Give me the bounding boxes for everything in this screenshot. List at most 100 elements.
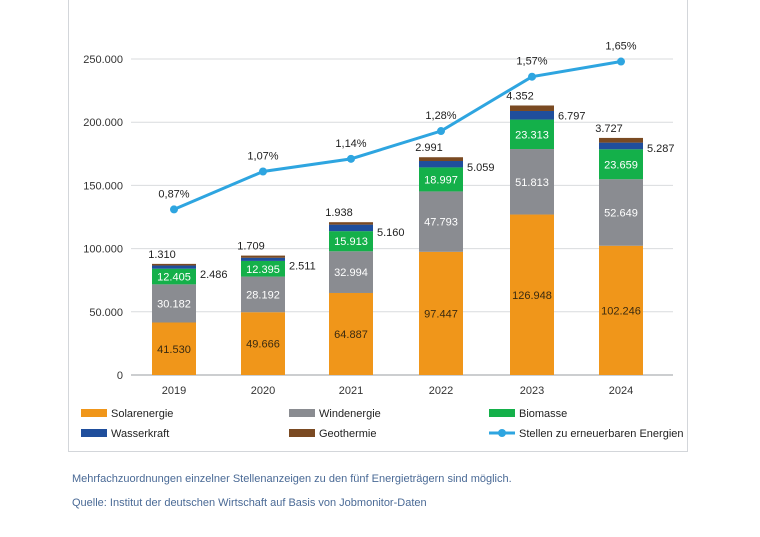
data-label-wasserkraft: 6.797 [558,110,586,122]
legend-swatch [289,409,315,417]
y-tick-label: 250.000 [83,54,123,66]
legend-label: Windenergie [319,408,381,420]
data-label-biomasse: 23.313 [515,129,549,141]
data-label-windenergie: 47.793 [424,217,458,229]
data-label-wasserkraft: 5.287 [647,143,675,155]
x-tick-label: 2020 [251,385,275,397]
data-label-geothermie: 2.991 [415,142,443,154]
bar-segment-wasserkraft [419,161,463,168]
data-label-solarenergie: 41.530 [157,344,191,356]
bar-segment-biomasse [241,260,285,277]
line-point [617,57,625,66]
bar-segment-windenergie [599,179,643,246]
bar-segment-geothermie [599,137,643,143]
line-point-label: 1,07% [247,150,278,162]
x-tick-label: 2023 [520,385,544,397]
data-label-windenergie: 32.994 [334,267,368,279]
bar-segment-geothermie [329,222,373,225]
data-label-geothermie: 1.310 [148,249,176,261]
data-label-biomasse: 15.913 [334,236,368,248]
y-tick-label: 0 [117,370,123,382]
data-label-biomasse: 23.659 [604,159,638,171]
line-point [259,167,267,176]
data-label-solarenergie: 126.948 [512,290,552,302]
data-label-biomasse: 12.405 [157,272,191,284]
data-label-windenergie: 30.182 [157,298,191,310]
line-point [347,154,355,163]
legend-swatch [81,409,107,417]
bar-segment-solarenergie [599,245,643,375]
data-label-wasserkraft: 2.511 [289,261,316,273]
data-label-geothermie: 4.352 [506,90,534,102]
bar-segment-wasserkraft [152,265,196,269]
data-label-biomasse: 12.395 [246,264,280,276]
bar-segment-windenergie [152,284,196,323]
y-tick-label: 50.000 [89,307,123,319]
bar-segment-biomasse [329,231,373,252]
line-point-label: 1,65% [605,41,636,53]
bar-segment-windenergie [510,149,554,215]
bar-segment-solarenergie [152,322,196,375]
legend-swatch [81,429,107,437]
line-point-label: 1,14% [335,138,366,150]
line-point-label: 1,57% [516,56,547,68]
bar-segment-wasserkraft [599,142,643,150]
line-point [528,72,536,81]
data-label-windenergie: 28.192 [246,289,280,301]
bar-segment-geothermie [510,105,554,111]
stacked-bar-line-chart: 0 50.000 100.000 150.000 200.000 250.000 2019 2… [81,41,684,440]
line-series-stellen [173,60,622,211]
data-label-solarenergie: 49.666 [246,339,280,351]
line-point-label: 0,87% [158,188,189,200]
data-label-solarenergie: 102.246 [601,305,641,317]
data-label-windenergie: 52.649 [604,207,638,219]
y-tick-label: 150.000 [83,180,123,192]
x-tick-label: 2019 [162,385,186,397]
line-point [170,205,178,214]
legend-label: Wasserkraft [111,428,169,440]
bar-segment-solarenergie [510,214,554,375]
legend-swatch [489,409,515,417]
legend-label: Biomasse [519,408,567,420]
y-tick-label: 200.000 [83,117,123,129]
data-label-geothermie: 1.709 [237,241,265,253]
line-point [437,127,445,136]
bar-segment-windenergie [241,276,285,313]
footnote-multiple-assignment: Mehrfachzuordnungen einzelner Stellenanz… [72,473,512,485]
bar-segment-biomasse [510,119,554,150]
data-label-biomasse: 18.997 [424,174,458,186]
line-point-label: 1,28% [425,110,456,122]
bar-segment-solarenergie [329,292,373,375]
legend-label: Solarenergie [111,408,173,420]
legend-swatch [289,429,315,437]
data-label-wasserkraft: 5.160 [377,227,405,239]
x-tick-label: 2024 [609,385,633,397]
bar-segment-biomasse [152,268,196,285]
bar-segment-wasserkraft [510,110,554,120]
data-label-wasserkraft: 5.059 [467,162,495,174]
y-tick-label: 100.000 [83,244,123,256]
bar-segment-windenergie [329,251,373,293]
bar-segment-solarenergie [419,251,463,375]
legend-label: Stellen zu erneuerbaren Energien [519,428,684,440]
x-tick-label: 2021 [339,385,363,397]
chart-frame: 0 50.000 100.000 150.000 200.000 250.000 2019 2… [68,0,688,452]
data-label-geothermie: 3.727 [595,123,623,135]
bar-segment-geothermie [241,255,285,258]
bar-segment-geothermie [419,157,463,162]
legend-label: Geothermie [319,428,376,440]
x-tick-label: 2022 [429,385,453,397]
data-label-solarenergie: 97.447 [424,308,458,320]
data-label-geothermie: 1.938 [325,207,353,219]
data-label-solarenergie: 64.887 [334,329,368,341]
bar-segment-biomasse [599,149,643,180]
bar-segment-solarenergie [241,312,285,375]
source-note: Quelle: Institut der deutschen Wirtschaf… [72,497,427,509]
bar-segment-wasserkraft [241,257,285,261]
data-label-wasserkraft: 2.486 [200,269,228,281]
legend-line-marker [498,429,506,437]
bar-segment-wasserkraft [329,224,373,232]
data-label-windenergie: 51.813 [515,177,549,189]
bar-segment-biomasse [419,167,463,192]
bar-segment-geothermie [152,263,196,266]
